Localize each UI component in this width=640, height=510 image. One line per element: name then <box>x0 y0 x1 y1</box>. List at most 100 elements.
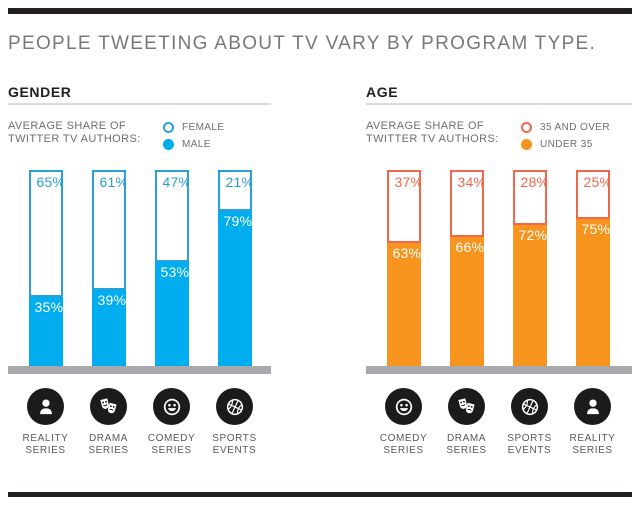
category-label-line: COMEDY <box>379 433 428 444</box>
bar-group: 25% 75% <box>561 170 624 366</box>
bar-segment-male: 35% <box>28 297 63 366</box>
category-label-line: DRAMA <box>446 433 487 444</box>
category-label-line: SERIES <box>25 444 66 456</box>
category-axis: REALITY SERIES DRAMA SERIES COMEDY SERIES SPOR… <box>14 388 266 456</box>
category-label: DRAMA SERIES <box>88 433 128 456</box>
value-label: 28% <box>520 174 547 190</box>
bar-segment-under-35: 72% <box>512 224 547 366</box>
top-rule <box>8 8 632 14</box>
category-label-line: EVENTS <box>507 444 552 456</box>
legend-item-label: UNDER 35 <box>540 138 593 150</box>
legend-title-line: TWITTER TV AUTHORS: <box>366 133 499 145</box>
value-label: 65% <box>36 174 63 190</box>
stacked-bar: 61% 39% <box>91 170 126 366</box>
category-label: DRAMA SERIES <box>446 433 486 456</box>
category-label: COMEDY SERIES <box>380 433 428 456</box>
category: SPORTS EVENTS <box>498 388 561 456</box>
bar-segment-35-and-over: 34% <box>449 170 484 237</box>
category-label: SPORTS EVENTS <box>212 433 257 456</box>
category: REALITY SERIES <box>14 388 77 456</box>
category-label-line: REALITY <box>569 433 616 444</box>
value-label: 72% <box>518 226 547 243</box>
value-label: 21% <box>225 174 252 190</box>
legend-swatch-fill <box>521 138 532 150</box>
category: DRAMA SERIES <box>435 388 498 456</box>
category-label-line: SERIES <box>151 444 192 456</box>
category-label-line: EVENTS <box>212 444 257 456</box>
bottom-rule <box>8 492 632 497</box>
bar-segment-male: 79% <box>217 211 252 366</box>
stacked-bar: 21% 79% <box>217 170 252 366</box>
bar-group: 37% 63% <box>372 170 435 366</box>
legend-item-label: 35 AND OVER <box>540 121 610 133</box>
bar-segment-under-35: 75% <box>575 219 610 366</box>
value-label: 47% <box>162 174 189 190</box>
basketball-icon <box>216 388 253 425</box>
category-label-line: REALITY <box>22 433 69 444</box>
bar-group: 34% 66% <box>435 170 498 366</box>
value-label: 79% <box>223 213 252 230</box>
bar-segment-male: 53% <box>154 262 189 366</box>
person-icon <box>574 388 611 425</box>
bar-chart: 65% 35% 61% 39% 47% 53% 21% 79% <box>14 170 266 366</box>
bar-segment-female: 65% <box>28 170 63 298</box>
masks-icon <box>90 388 127 425</box>
category-label: SPORTS EVENTS <box>507 433 552 456</box>
smiley-icon <box>153 388 190 425</box>
bar-segment-35-and-over: 37% <box>386 170 421 243</box>
stacked-bar: 47% 53% <box>154 170 189 366</box>
stacked-bar: 25% 75% <box>575 170 610 366</box>
bar-segment-under-35: 66% <box>449 236 484 366</box>
bar-segment-female: 47% <box>154 170 189 263</box>
chart-baseline <box>8 366 271 374</box>
legend-title: AVERAGE SHARE OF TWITTER TV AUTHORS: <box>366 120 499 146</box>
category: DRAMA SERIES <box>77 388 140 456</box>
value-label: 66% <box>455 238 484 255</box>
value-label: 63% <box>392 244 421 261</box>
legend: 35 AND OVER UNDER 35 <box>521 121 610 155</box>
bar-group: 28% 72% <box>498 170 561 366</box>
legend: FEMALE MALE <box>163 121 224 155</box>
section-underline <box>8 103 271 105</box>
bar-chart: 37% 63% 34% 66% 28% 72% 25% 75% <box>372 170 624 366</box>
category-label-line: COMEDY <box>147 433 196 444</box>
category: COMEDY SERIES <box>140 388 203 456</box>
legend-item: FEMALE <box>163 121 224 133</box>
legend-item: UNDER 35 <box>521 138 610 150</box>
bar-segment-35-and-over: 25% <box>575 170 610 219</box>
value-label: 53% <box>160 264 189 281</box>
category-label-line: DRAMA <box>88 433 129 444</box>
basketball-icon <box>511 388 548 425</box>
stacked-bar: 37% 63% <box>386 170 421 366</box>
legend-item-label: MALE <box>182 138 211 150</box>
bar-segment-35-and-over: 28% <box>512 170 547 225</box>
chart-panel-age: AGE AVERAGE SHARE OF TWITTER TV AUTHORS: 35… <box>366 84 632 469</box>
bar-segment-female: 61% <box>91 170 126 290</box>
legend-swatch-outline <box>521 121 532 133</box>
legend-item-label: FEMALE <box>182 121 225 133</box>
bar-group: 21% 79% <box>203 170 266 366</box>
page-title: PEOPLE TWEETING ABOUT TV VARY BY PROGRAM… <box>8 33 597 54</box>
section-title: AGE <box>366 84 399 100</box>
category-label: COMEDY SERIES <box>148 433 196 456</box>
legend-swatch-outline <box>163 121 174 133</box>
masks-icon <box>448 388 485 425</box>
value-label: 25% <box>583 174 610 190</box>
legend-title: AVERAGE SHARE OF TWITTER TV AUTHORS: <box>8 120 141 146</box>
stacked-bar: 28% 72% <box>512 170 547 366</box>
stacked-bar: 65% 35% <box>28 170 63 366</box>
category-label-line: SERIES <box>572 444 613 456</box>
category: SPORTS EVENTS <box>203 388 266 456</box>
legend-title-line: AVERAGE SHARE OF <box>366 120 485 132</box>
bar-segment-male: 39% <box>91 289 126 366</box>
category-label-line: SERIES <box>88 444 129 456</box>
section-title: GENDER <box>8 84 72 100</box>
value-label: 37% <box>394 174 421 190</box>
category: COMEDY SERIES <box>372 388 435 456</box>
value-label: 39% <box>97 291 126 308</box>
bar-group: 47% 53% <box>140 170 203 366</box>
value-label: 35% <box>34 299 63 316</box>
chart-baseline <box>366 366 632 374</box>
category-label: REALITY SERIES <box>570 433 616 456</box>
